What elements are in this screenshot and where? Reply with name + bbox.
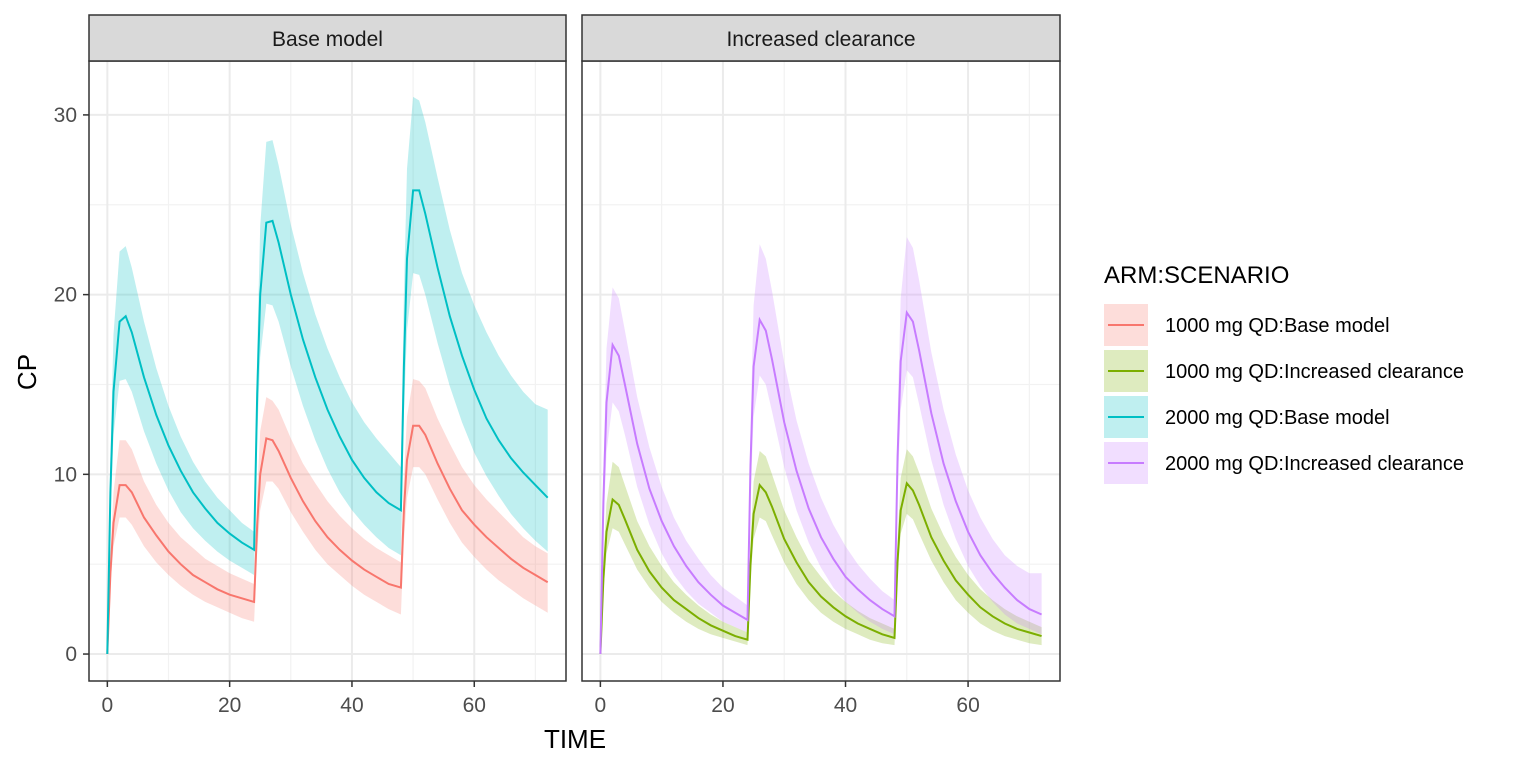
line-1000-mg-qd-increased-clearance (599, 481, 1042, 655)
x-axis-label: TIME (544, 724, 606, 754)
x-tick-label: 60 (956, 694, 979, 717)
line-1000-mg-qd-base-model (106, 424, 549, 655)
y-axis-label: CP (12, 354, 42, 390)
x-tick-label: 60 (463, 694, 486, 717)
x-tick-label: 0 (595, 694, 607, 717)
legend-label: 2000 mg QD:Base model (1165, 407, 1390, 429)
legend-item: 1000 mg QD:Base model (1104, 304, 1390, 346)
x-tick-label: 40 (340, 694, 363, 717)
ribbon-2000-mg-qd-base-model (107, 96, 548, 654)
x-tick-label: 20 (218, 694, 241, 717)
legend-item: 1000 mg QD:Increased clearance (1104, 350, 1464, 392)
y-tick-label: 10 (54, 463, 77, 486)
legend-title: ARM:SCENARIO (1104, 262, 1289, 289)
panel-2: Increased clearance 0 20 40 60 (581, 14, 1061, 717)
facet-title: Base model (272, 28, 383, 51)
x-tick-label: 0 (102, 694, 114, 717)
legend-label: 1000 mg QD:Increased clearance (1165, 361, 1464, 383)
x-tick-label: 40 (834, 694, 857, 717)
legend-label: 1000 mg QD:Base model (1165, 315, 1390, 337)
legend-label: 2000 mg QD:Increased clearance (1165, 453, 1464, 475)
x-tick-label: 20 (711, 694, 734, 717)
line-2000-mg-qd-base-model (106, 189, 549, 655)
legend-item: 2000 mg QD:Increased clearance (1104, 442, 1464, 484)
y-tick-label: 20 (54, 284, 77, 307)
panel-1: Base model 0 20 40 60 0 10 20 30 (54, 14, 567, 717)
y-tick-label: 30 (54, 104, 77, 127)
facet-strip (88, 14, 567, 62)
line-2000-mg-qd-increased-clearance (599, 309, 1043, 655)
facet-strip (581, 14, 1061, 62)
legend: ARM:SCENARIO 1000 mg QD:Base model 1000 m… (1104, 262, 1464, 484)
facet-title: Increased clearance (726, 28, 915, 51)
legend-item: 2000 mg QD:Base model (1104, 396, 1390, 438)
ribbon-1000-mg-qd-base-model (107, 379, 548, 654)
y-tick-label: 0 (65, 643, 77, 666)
